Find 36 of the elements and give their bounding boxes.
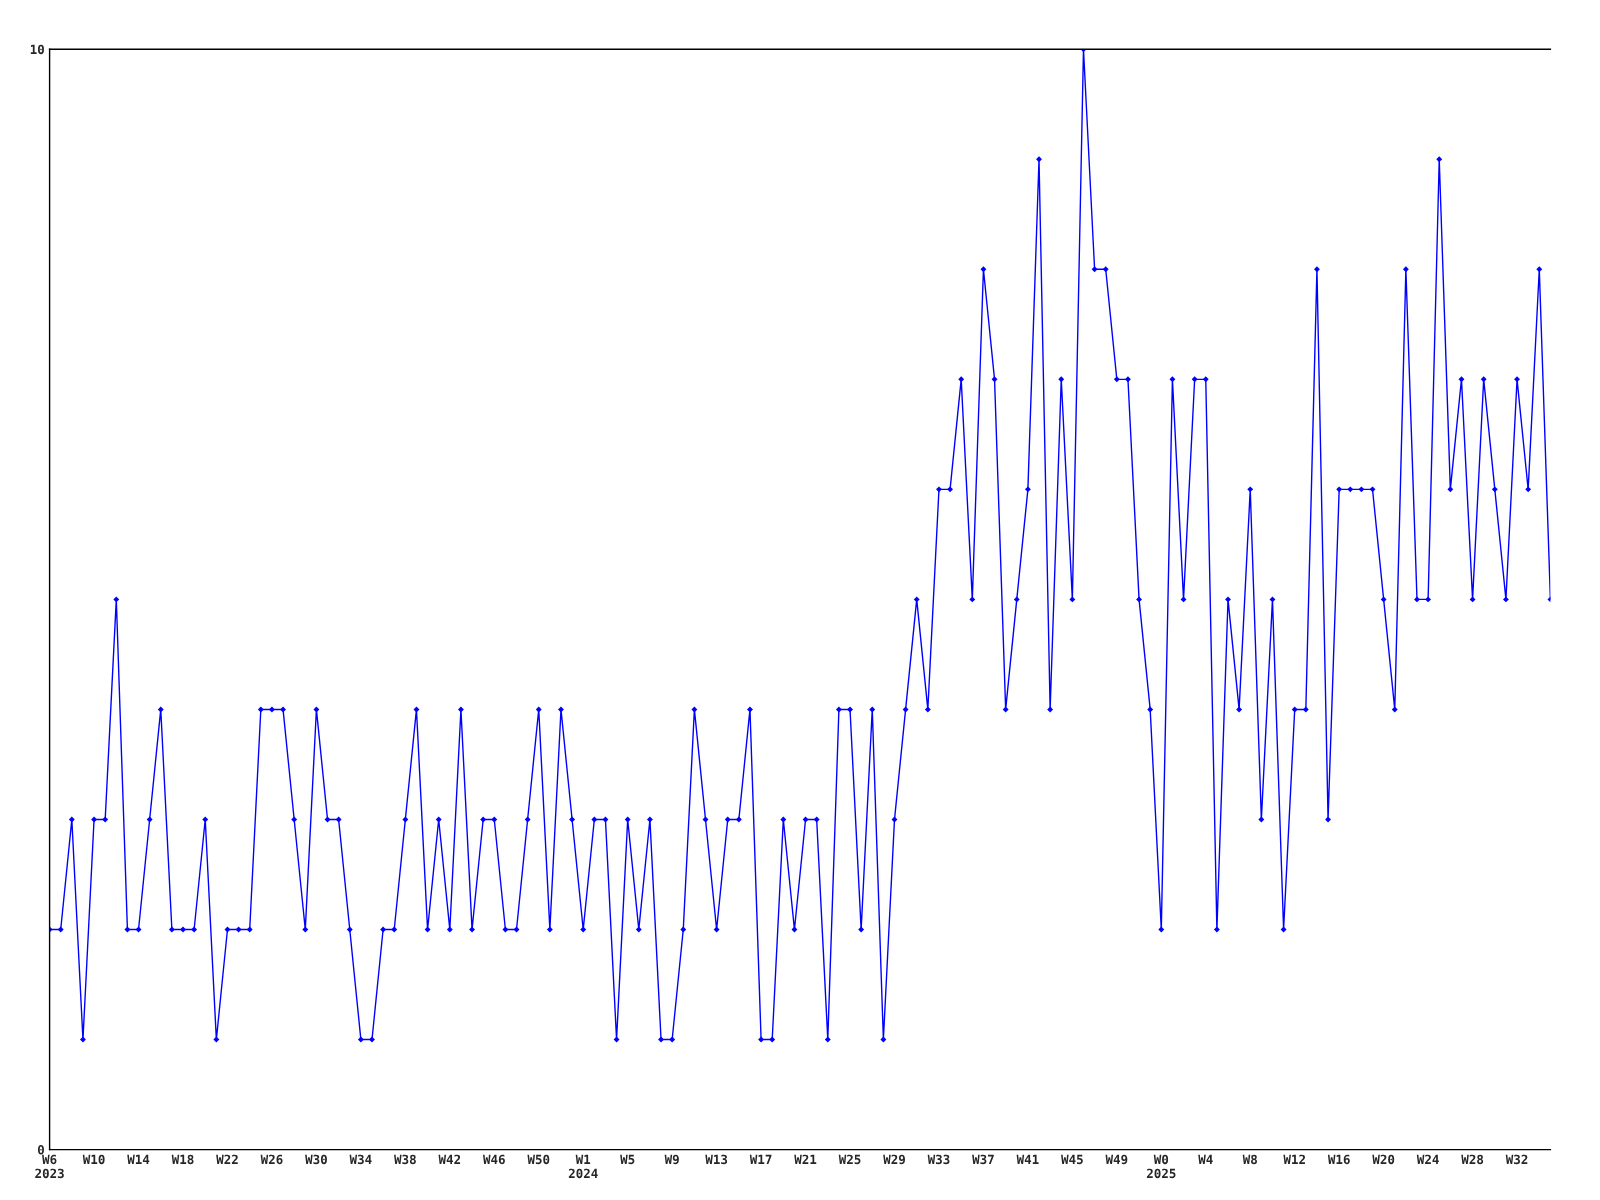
x-tick-label: W32 xyxy=(1505,1154,1528,1165)
x-tick-label: W14 xyxy=(127,1154,150,1164)
x-tick-label: W12 xyxy=(1283,1154,1305,1164)
x-tick-label: W21 xyxy=(794,1154,817,1164)
x-tick-label: W16 xyxy=(1327,1154,1350,1165)
x-tick-label: W18 xyxy=(171,1154,194,1165)
x-tick-label: W17 xyxy=(749,1154,772,1164)
x-tick-label: W4 xyxy=(1198,1154,1213,1164)
x-tick-label: W50 xyxy=(527,1154,550,1165)
x-tick-label: W29 xyxy=(883,1154,905,1165)
x-tick-label: W24 xyxy=(1416,1154,1439,1164)
x-tick-label: W25 xyxy=(838,1154,861,1165)
x-tick-label: W0 2025 xyxy=(1146,1154,1176,1179)
x-tick-label: W37 xyxy=(972,1154,994,1165)
x-tick-label: W46 xyxy=(482,1154,505,1165)
x-tick-label: W28 xyxy=(1461,1154,1484,1165)
x-tick-label: W26 xyxy=(260,1154,283,1165)
x-tick-label: W45 xyxy=(1061,1154,1083,1165)
x-tick-label: W10 xyxy=(82,1154,105,1165)
y-tick-label: 10 xyxy=(30,44,44,55)
x-tick-label: W38 xyxy=(394,1154,416,1165)
y-tick-label: 0 xyxy=(37,1145,44,1155)
x-tick-label: W41 xyxy=(1016,1154,1039,1164)
x-tick-label: W33 xyxy=(927,1154,950,1165)
x-tick-label: W20 xyxy=(1372,1154,1395,1165)
x-tick-label: W34 xyxy=(349,1154,372,1165)
x-tick-label: W30 xyxy=(305,1154,327,1165)
x-tick-label: W5 xyxy=(620,1154,635,1165)
x-tick-label: W1 2024 xyxy=(568,1154,598,1179)
x-tick-label: W6 2023 xyxy=(35,1154,64,1179)
x-tick-label: W13 xyxy=(705,1154,728,1165)
x-tick-label: W8 xyxy=(1242,1154,1257,1165)
x-tick-label: W42 xyxy=(438,1154,461,1164)
x-tick-label: W49 xyxy=(1105,1154,1128,1165)
x-tick-label: W22 xyxy=(216,1154,238,1164)
x-tick-label: W9 xyxy=(664,1154,679,1165)
